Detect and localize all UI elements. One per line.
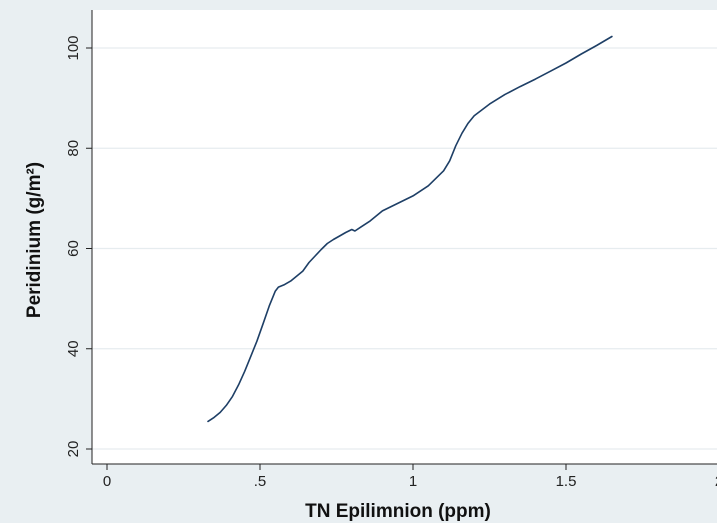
y-tick-label: 20 [65, 441, 82, 458]
y-tick-label: 80 [65, 140, 82, 157]
y-tick-label: 100 [65, 35, 82, 60]
y-tick-label: 60 [65, 240, 82, 257]
x-tick-label: 1.5 [556, 473, 577, 490]
x-tick-label: 1 [409, 473, 417, 490]
y-tick-label: 40 [65, 340, 82, 357]
x-axis-title: TN Epilimnion (ppm) [305, 501, 491, 522]
x-tick-label: .5 [254, 473, 267, 490]
plot-area [92, 10, 717, 464]
x-tick-label: 0 [103, 473, 111, 490]
y-axis-title: Peridinium (g/m²) [24, 162, 45, 318]
